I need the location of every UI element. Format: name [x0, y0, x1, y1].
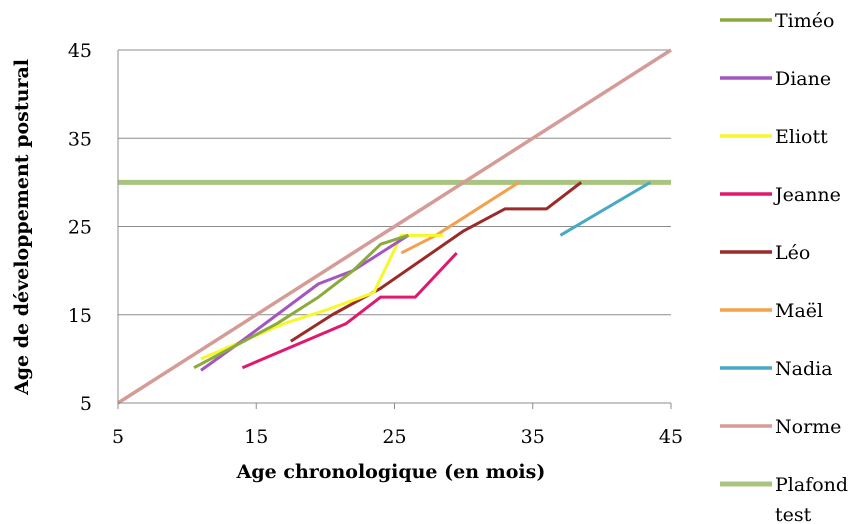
- legend-label: Diane: [775, 68, 831, 90]
- y-tick-label: 15: [68, 305, 92, 327]
- x-tick-label: 15: [244, 426, 268, 448]
- series-line-norme: [117, 48, 672, 405]
- x-tick-labels: 5 15 25 35 45: [112, 426, 683, 448]
- legend-label: Nadia: [775, 358, 833, 380]
- series-lines: [117, 48, 672, 405]
- legend-label: Maël: [775, 300, 823, 322]
- y-tick-label: 25: [68, 217, 92, 239]
- legend-label: Jeanne: [773, 184, 841, 206]
- series-line-tim-o: [193, 233, 409, 370]
- legend-label: Timéo: [775, 10, 834, 32]
- x-tick-label: 35: [521, 426, 545, 448]
- y-tick-labels: 5 15 25 35 45: [68, 40, 92, 415]
- x-tick-label: 45: [659, 426, 683, 448]
- y-axis-title: Age de développement postural: [11, 59, 33, 396]
- series-line-nadia: [559, 181, 652, 237]
- legend-label: Plafond: [775, 474, 848, 496]
- legend-label: Norme: [775, 416, 841, 438]
- series-line-diane: [200, 234, 410, 372]
- y-tick-label: 5: [80, 393, 92, 415]
- legend-label: Léo: [775, 242, 810, 264]
- axes: [117, 50, 672, 409]
- series-line-ma-l: [400, 181, 520, 255]
- legend-label: Eliott: [775, 126, 828, 148]
- x-tick-label: 5: [112, 426, 124, 448]
- legend: Timéo Diane Eliott Jeanne Léo Maël Nadia Norme P…: [720, 10, 848, 524]
- y-tick-label: 35: [68, 128, 92, 150]
- legend-label-line2: test: [775, 504, 812, 524]
- series-line-l-o: [290, 181, 583, 343]
- x-tick-label: 25: [382, 426, 406, 448]
- y-tick-label: 45: [68, 40, 92, 62]
- series-line-jeanne: [241, 251, 458, 370]
- x-axis-title: Age chronologique (en mois): [236, 461, 546, 483]
